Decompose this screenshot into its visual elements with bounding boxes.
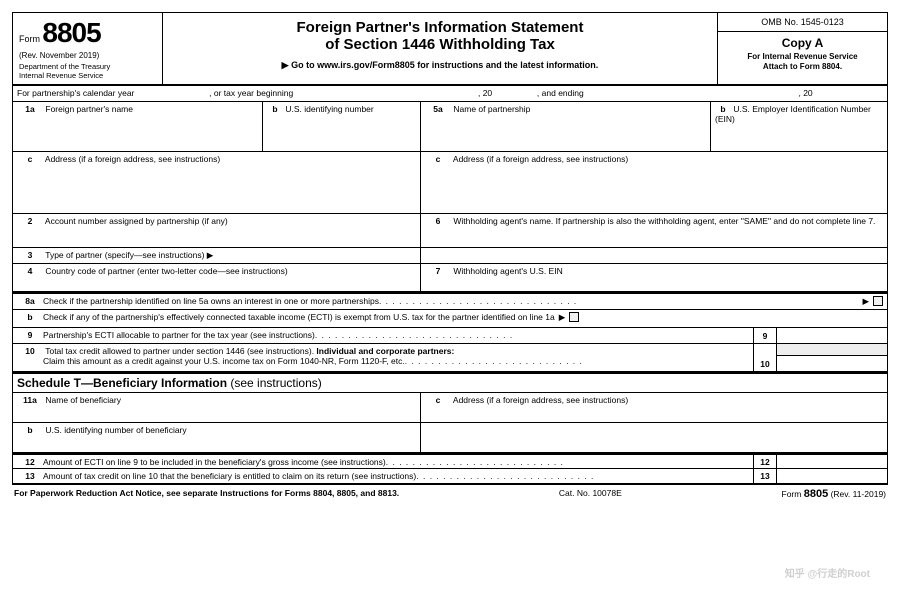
box-num-12: 12 [753,455,777,468]
field-7[interactable]: 7 Withholding agent's U.S. EIN [421,264,887,291]
row-8b: b Check if any of the partnership's effe… [12,310,888,328]
field-11b[interactable]: b U.S. identifying number of beneficiary [13,423,421,452]
row-addresses: c Address (if a foreign address, see ins… [12,152,888,214]
footer-catno: Cat. No. 10078E [559,488,622,500]
row-4-7: 4 Country code of partner (enter two-let… [12,264,888,292]
watermark: 知乎 @行走的Root [785,565,870,580]
field-11a[interactable]: 11a Name of beneficiary [13,393,421,422]
header-mid: Foreign Partner's Information Statement … [163,13,717,84]
form-footer: For Paperwork Reduction Act Notice, see … [12,485,888,500]
field-11c-cont[interactable] [421,423,887,452]
copy-label: Copy A [722,36,883,50]
row-2-6: 2 Account number assigned by partnership… [12,214,888,248]
checkbox-8b[interactable] [569,312,579,322]
form-title: Foreign Partner's Information Statement … [171,19,709,54]
field-1c[interactable]: c Address (if a foreign address, see ins… [13,152,421,213]
field-3[interactable]: 3 Type of partner (specify—see instructi… [13,248,421,263]
field-5b[interactable]: b U.S. Employer Identification Number (E… [711,102,887,151]
row-10: 10 Total tax credit allowed to partner u… [12,344,888,372]
amount-9[interactable] [777,328,887,343]
field-5a[interactable]: 5a Name of partnership [421,102,711,151]
dept: Department of the Treasury Internal Reve… [19,63,156,80]
form-header: Form 8805 (Rev. November 2019) Departmen… [12,12,888,86]
box-num-13: 13 [753,469,777,483]
row-13: 13 Amount of tax credit on line 10 that … [12,469,888,485]
header-left: Form 8805 (Rev. November 2019) Departmen… [13,13,163,84]
footer-notice: For Paperwork Reduction Act Notice, see … [14,488,399,500]
row-12: 12 Amount of ECTI on line 9 to be includ… [12,453,888,469]
row-8a: 8a Check if the partnership identified o… [12,292,888,310]
row-3: 3 Type of partner (specify—see instructi… [12,248,888,264]
amount-13[interactable] [777,469,887,483]
form-number: 8805 [42,17,100,48]
field-1a[interactable]: 1a Foreign partner's name [13,102,263,151]
header-right: OMB No. 1545-0123 Copy A For Internal Re… [717,13,887,84]
field-4[interactable]: 4 Country code of partner (enter two-let… [13,264,421,291]
field-6-cont[interactable] [421,248,887,263]
form-8805: Form 8805 (Rev. November 2019) Departmen… [12,12,888,500]
row-9: 9 Partnership's ECTI allocable to partne… [12,328,888,344]
row-1a-5a: 1a Foreign partner's name b U.S. identif… [12,102,888,152]
field-5c[interactable]: c Address (if a foreign address, see ins… [421,152,887,213]
goto-line: Go to www.irs.gov/Form8805 for instructi… [171,60,709,71]
form-word: Form [19,34,40,44]
row-11b: b U.S. identifying number of beneficiary [12,423,888,453]
field-6[interactable]: 6 Withholding agent's name. If partnersh… [421,214,887,247]
amount-12[interactable] [777,455,887,468]
copy-box: Copy A For Internal Revenue Service Atta… [718,32,887,84]
tax-year-row: For partnership's calendar year , or tax… [12,86,888,102]
revision: (Rev. November 2019) [19,51,156,60]
field-2[interactable]: 2 Account number assigned by partnership… [13,214,421,247]
omb-number: OMB No. 1545-0123 [718,13,887,32]
field-11c[interactable]: c Address (if a foreign address, see ins… [421,393,887,422]
field-1b[interactable]: b U.S. identifying number [263,102,421,151]
amount-10[interactable] [777,344,887,371]
copy-sub: For Internal Revenue Service Attach to F… [722,52,883,71]
box-num-10: 10 [753,344,777,371]
schedule-t-header: Schedule T—Beneficiary Information (see … [12,372,888,393]
checkbox-8a[interactable] [873,296,883,306]
row-11a-c: 11a Name of beneficiary c Address (if a … [12,393,888,423]
box-num-9: 9 [753,328,777,343]
footer-form: Form 8805 (Rev. 11-2019) [782,488,886,500]
